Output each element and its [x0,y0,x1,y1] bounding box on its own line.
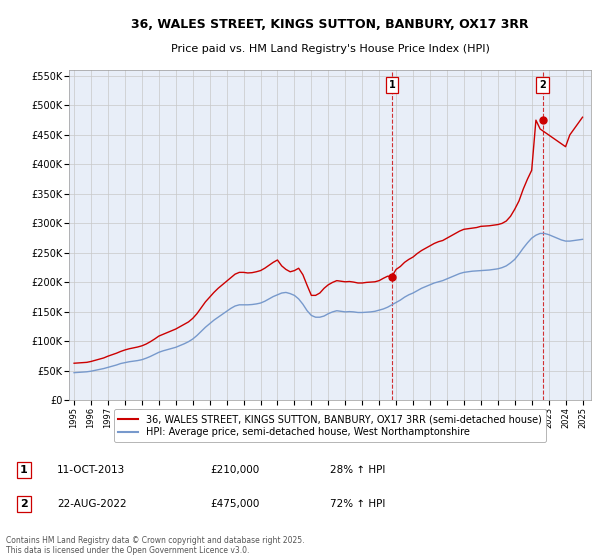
Text: £210,000: £210,000 [210,465,259,475]
Text: 1: 1 [389,80,396,90]
Text: £475,000: £475,000 [210,499,259,508]
Text: Contains HM Land Registry data © Crown copyright and database right 2025.
This d: Contains HM Land Registry data © Crown c… [6,535,305,555]
Text: 22-AUG-2022: 22-AUG-2022 [57,499,127,508]
Text: Price paid vs. HM Land Registry's House Price Index (HPI): Price paid vs. HM Land Registry's House … [170,44,490,54]
Text: 2: 2 [539,80,546,90]
Legend: 36, WALES STREET, KINGS SUTTON, BANBURY, OX17 3RR (semi-detached house), HPI: Av: 36, WALES STREET, KINGS SUTTON, BANBURY,… [113,409,547,442]
Text: 72% ↑ HPI: 72% ↑ HPI [330,499,385,508]
Text: 28% ↑ HPI: 28% ↑ HPI [330,465,385,475]
Text: 2: 2 [20,499,28,508]
Text: 1: 1 [20,465,28,475]
Text: 11-OCT-2013: 11-OCT-2013 [57,465,125,475]
Text: 36, WALES STREET, KINGS SUTTON, BANBURY, OX17 3RR: 36, WALES STREET, KINGS SUTTON, BANBURY,… [131,18,529,31]
